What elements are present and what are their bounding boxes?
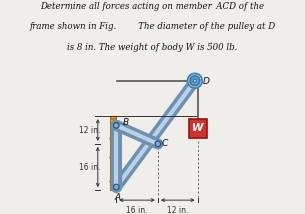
Text: B: B bbox=[122, 118, 129, 127]
Circle shape bbox=[155, 141, 161, 147]
Text: 16 in.: 16 in. bbox=[126, 206, 148, 214]
Text: Determine all forces acting on member  ACD of the: Determine all forces acting on member AC… bbox=[41, 2, 264, 11]
Circle shape bbox=[113, 123, 119, 128]
Text: D: D bbox=[203, 77, 210, 86]
Text: 16 in.: 16 in. bbox=[79, 162, 100, 171]
Text: W: W bbox=[192, 123, 204, 134]
Circle shape bbox=[188, 73, 202, 88]
Text: C: C bbox=[162, 139, 168, 148]
Circle shape bbox=[190, 76, 200, 86]
Text: frame shown in Fig.        The diameter of the pulley at D: frame shown in Fig. The diameter of the … bbox=[30, 22, 275, 31]
Text: A: A bbox=[115, 193, 121, 202]
Bar bbox=[110, 116, 116, 190]
Text: 12 in.: 12 in. bbox=[79, 126, 100, 135]
Text: 12 in.: 12 in. bbox=[167, 206, 188, 214]
Circle shape bbox=[193, 79, 196, 82]
Text: is 8 in. The weight of body W is 500 lb.: is 8 in. The weight of body W is 500 lb. bbox=[67, 43, 238, 52]
Circle shape bbox=[113, 184, 119, 190]
Bar bbox=[189, 119, 207, 138]
